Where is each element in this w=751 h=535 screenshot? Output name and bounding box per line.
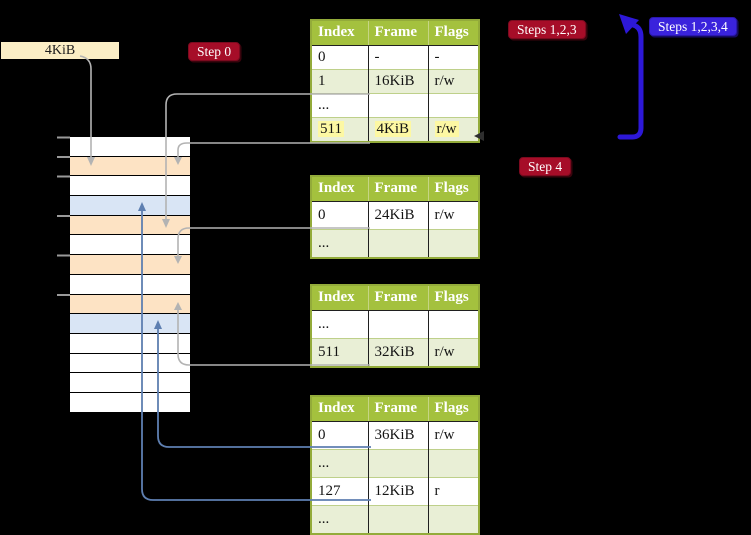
page-size-label: 4KiB — [1, 42, 119, 59]
badge-steps-123: Steps 1,2,3 — [508, 20, 586, 39]
table-row: 0 - - — [311, 45, 479, 70]
page-table-1: Index Frame Flags 0 - - 1 16KiB r/w ... … — [310, 19, 480, 143]
page-table-4: Index Frame Flags 0 36KiB r/w ... 127 12… — [310, 395, 480, 535]
page-table-3: Index Frame Flags ... 511 32KiB r/w — [310, 284, 480, 368]
table-row: 127 12KiB r — [311, 477, 479, 506]
big-steps-arrowhead — [619, 14, 639, 34]
memory-frame-48kib — [70, 373, 190, 393]
table-row-highlighted: 511 4KiB r/w — [311, 117, 479, 142]
table-header-row: Index Frame Flags — [311, 285, 479, 311]
memory-frame-44kib — [70, 353, 190, 374]
table-row: ... — [311, 229, 479, 258]
highlighted-value: 511 — [318, 121, 344, 137]
table-header-row: Index Frame Flags — [311, 176, 479, 202]
col-header-flags: Flags — [427, 396, 479, 422]
table-row: ... — [311, 93, 479, 118]
memory-frame-12kib — [70, 196, 190, 216]
memory-frame-52kib — [70, 392, 190, 413]
table-row: 0 36KiB r/w — [311, 421, 479, 450]
highlighted-value: 4KiB — [374, 121, 412, 137]
memory-frame-32kib — [70, 294, 190, 315]
address-tick-marks — [57, 136, 70, 296]
col-header-flags: Flags — [427, 176, 479, 202]
badge-step4: Step 4 — [519, 157, 572, 176]
arrow-table1-entry511-to-4kib — [177, 142, 370, 157]
table-header-row: Index Frame Flags — [311, 20, 479, 46]
badge-steps-1234: Steps 1,2,3,4 — [649, 17, 737, 36]
table-row: 0 24KiB r/w — [311, 201, 479, 230]
memory-frame-8kib — [70, 176, 190, 197]
col-header-index: Index — [311, 20, 368, 46]
col-header-index: Index — [311, 285, 368, 311]
memory-frame-28kib — [70, 274, 190, 295]
table-row: 1 16KiB r/w — [311, 69, 479, 94]
memory-frame-16kib — [70, 215, 190, 236]
col-header-frame: Frame — [367, 176, 428, 202]
big-steps-arrow — [617, 22, 644, 140]
memory-frame-36kib — [70, 314, 190, 334]
table-row: ... — [311, 310, 479, 339]
page-table-2: Index Frame Flags 0 24KiB r/w ... — [310, 175, 480, 259]
memory-frame-4kib — [70, 156, 190, 177]
physical-memory-column — [70, 137, 190, 413]
col-header-frame: Frame — [367, 20, 428, 46]
badge-step0: Step 0 — [188, 42, 241, 61]
col-header-flags: Flags — [427, 20, 479, 46]
memory-frame-0kib — [70, 137, 190, 157]
col-header-frame: Frame — [367, 396, 428, 422]
col-header-index: Index — [311, 396, 368, 422]
col-header-index: Index — [311, 176, 368, 202]
highlighted-value: r/w — [434, 121, 459, 137]
col-header-frame: Frame — [367, 285, 428, 311]
memory-frame-20kib — [70, 235, 190, 256]
col-header-flags: Flags — [427, 285, 479, 311]
table-row: ... — [311, 505, 479, 534]
table-header-row: Index Frame Flags — [311, 396, 479, 422]
memory-frame-40kib — [70, 333, 190, 354]
memory-frame-24kib — [70, 255, 190, 275]
table-row: 511 32KiB r/w — [311, 338, 479, 367]
table-row: ... — [311, 449, 479, 478]
